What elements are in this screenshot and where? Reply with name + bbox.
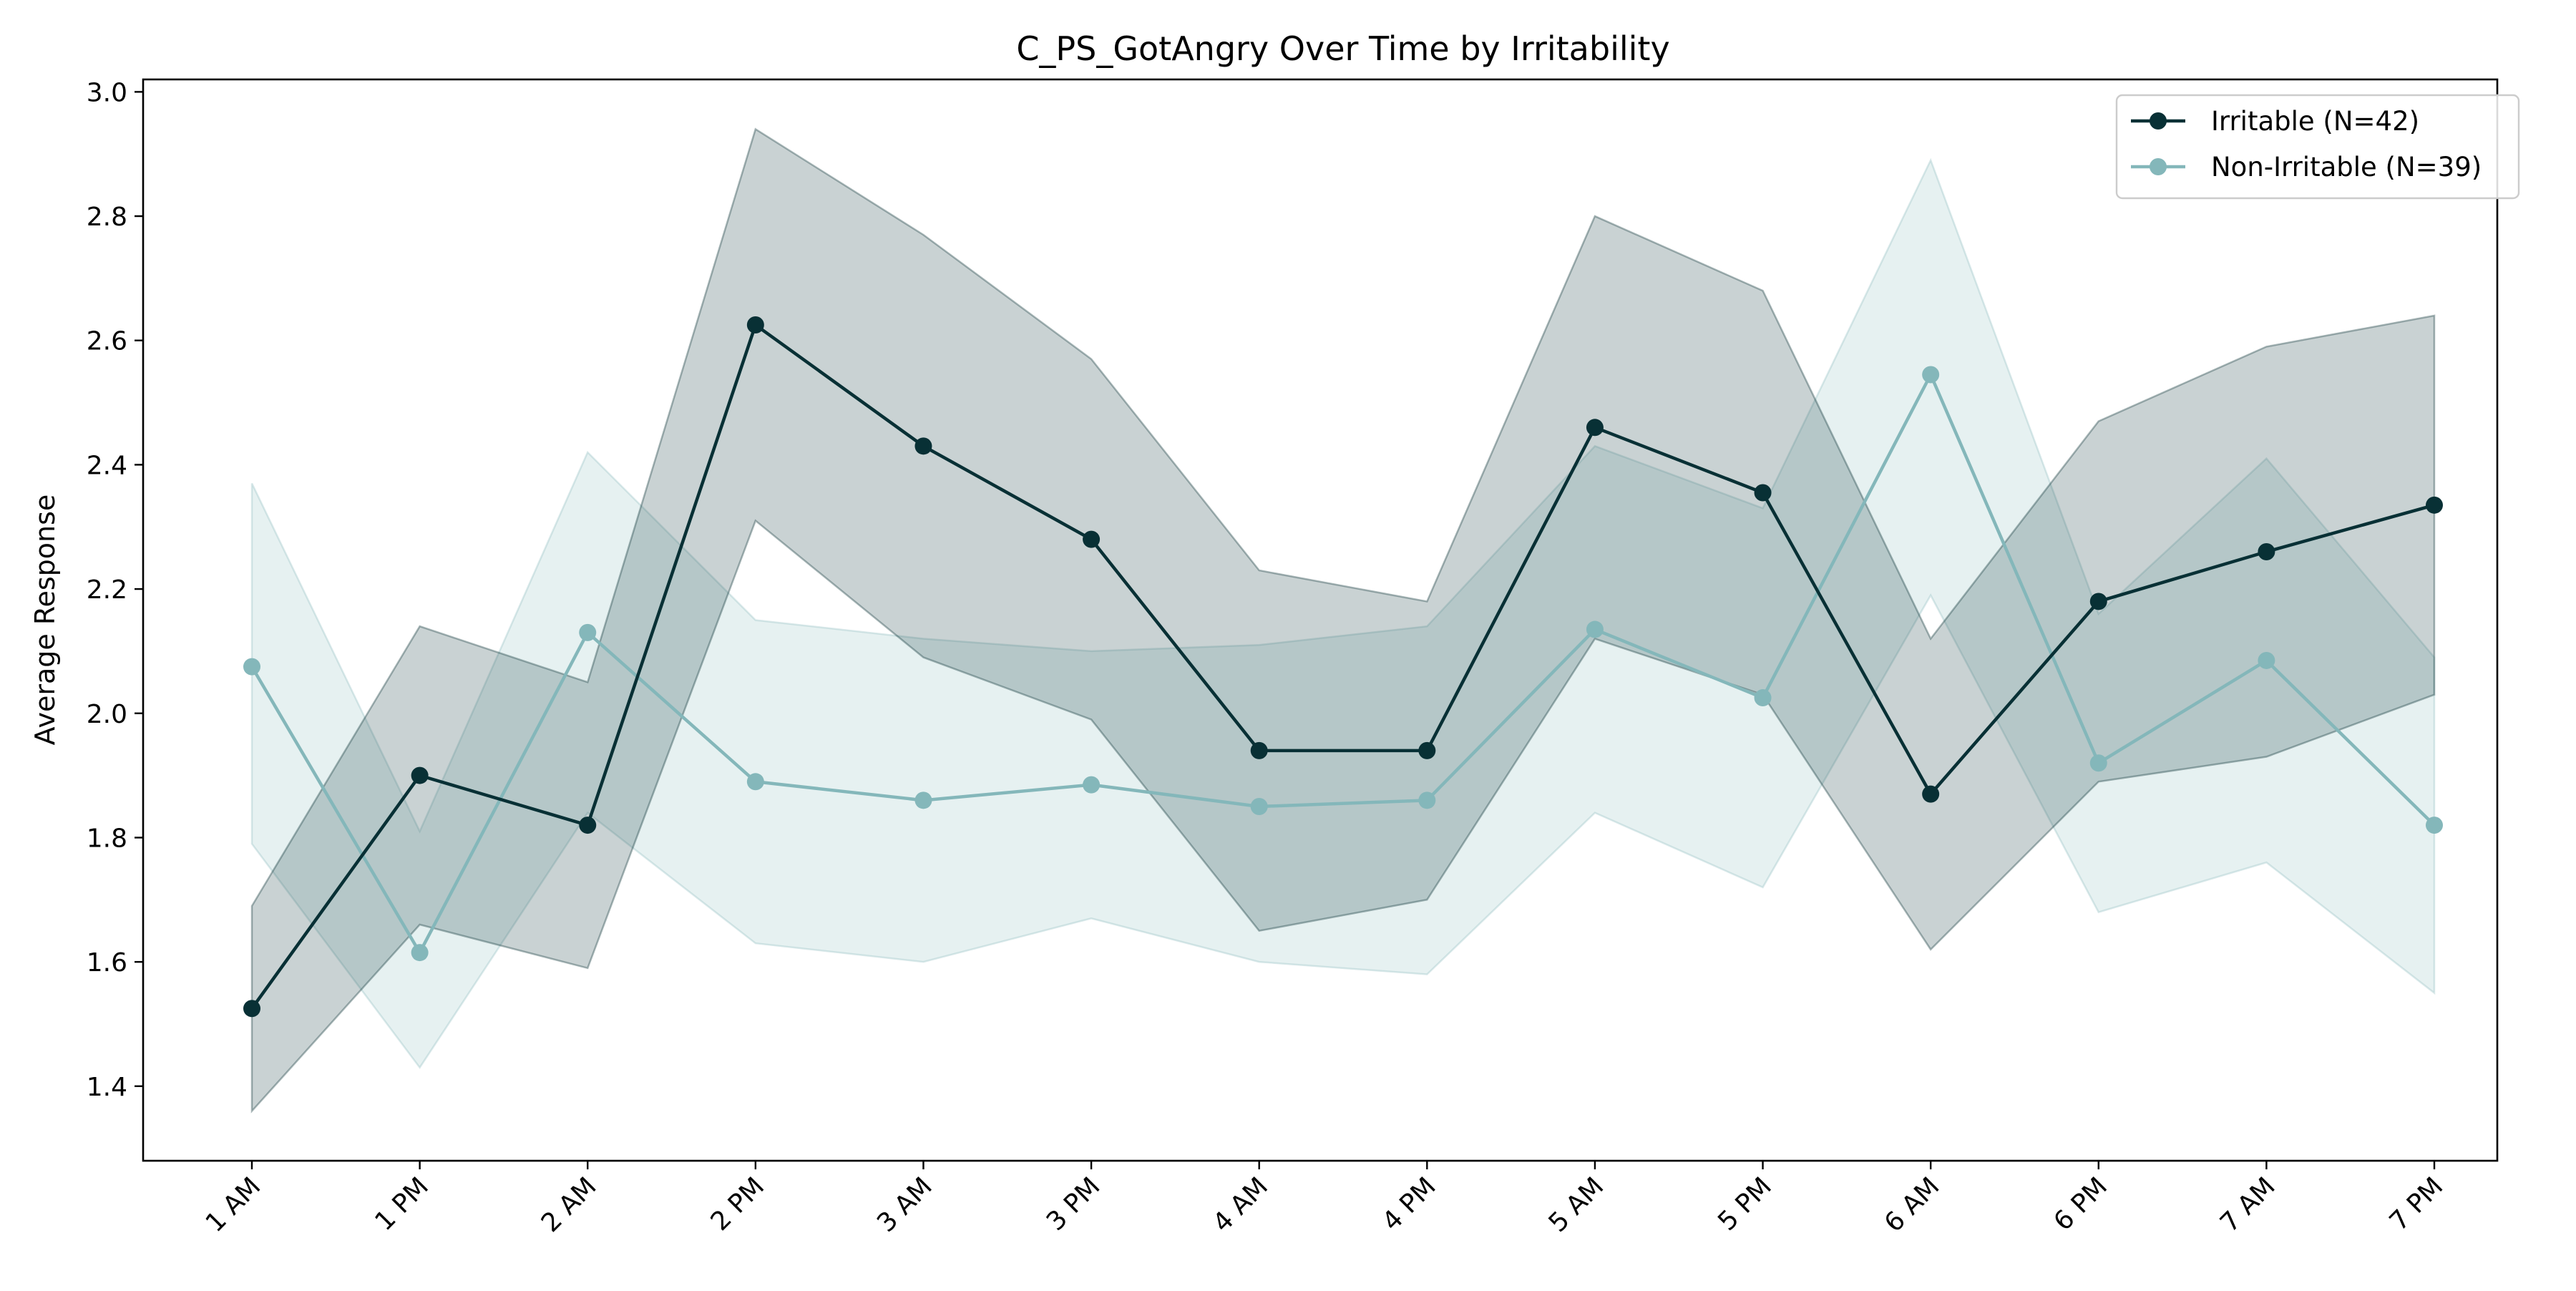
data-point-irritable — [2426, 496, 2443, 514]
legend-swatch-marker — [2150, 112, 2167, 130]
data-point-non-irritable — [579, 623, 597, 641]
data-point-irritable — [1586, 419, 1604, 437]
data-point-non-irritable — [1586, 620, 1604, 638]
series-points — [243, 316, 2443, 1018]
legend: Irritable (N=42) Non-Irritable (N=39) — [2115, 94, 2520, 200]
data-point-non-irritable — [1922, 366, 1940, 384]
data-point-non-irritable — [1754, 689, 1772, 707]
data-point-non-irritable — [914, 791, 932, 809]
legend-label: Non-Irritable (N=39) — [2211, 152, 2482, 182]
data-point-non-irritable — [2258, 651, 2275, 669]
data-point-non-irritable — [2089, 754, 2107, 772]
legend-swatch-marker — [2150, 158, 2167, 175]
data-point-irritable — [411, 766, 429, 784]
data-point-non-irritable — [1083, 776, 1101, 794]
y-tick-label: 2.8 — [87, 203, 127, 232]
series-lines — [250, 323, 2436, 1010]
data-point-irritable — [2258, 542, 2275, 560]
y-axis-label: Average Response — [29, 495, 61, 746]
confidence-band-irritable — [250, 127, 2436, 1114]
y-tick-label: 2.4 — [87, 451, 127, 480]
data-point-irritable — [1250, 741, 1268, 759]
data-point-non-irritable — [746, 773, 764, 791]
confidence-band-non-irritable — [250, 157, 2436, 1069]
confidence-bands — [250, 127, 2436, 1114]
data-point-non-irritable — [411, 944, 429, 962]
data-point-non-irritable — [1250, 798, 1268, 816]
data-point-non-irritable — [1418, 791, 1436, 809]
legend-frame — [2115, 94, 2520, 200]
data-point-irritable — [1418, 741, 1436, 759]
y-axis: 1.4 1.6 1.8 2.0 2.2 2.4 2.6 2.8 3.0 — [87, 78, 143, 1102]
y-tick-label: 3.0 — [87, 78, 127, 107]
data-point-non-irritable — [2426, 817, 2443, 834]
y-tick-label: 1.8 — [87, 824, 127, 853]
data-point-irritable — [1922, 785, 1940, 803]
y-tick-label: 2.2 — [87, 575, 127, 605]
y-tick-label: 1.4 — [87, 1073, 127, 1102]
data-point-irritable — [2089, 593, 2107, 610]
y-tick-label: 2.6 — [87, 327, 127, 356]
data-point-irritable — [1754, 484, 1772, 502]
legend-label: Irritable (N=42) — [2211, 106, 2419, 137]
data-point-irritable — [1083, 530, 1101, 548]
data-point-irritable — [746, 316, 764, 334]
y-tick-label: 2.0 — [87, 700, 127, 729]
chart-title: C_PS_GotAngry Over Time by Irritability — [1016, 29, 1669, 68]
data-point-irritable — [914, 437, 932, 455]
series-line-non-irritable — [250, 373, 2436, 955]
series-line-irritable — [250, 323, 2435, 1010]
data-point-irritable — [243, 1000, 260, 1018]
data-point-non-irritable — [243, 658, 260, 676]
data-point-irritable — [579, 817, 597, 834]
plot-frame — [142, 78, 2499, 1162]
y-tick-label: 1.6 — [87, 948, 127, 978]
